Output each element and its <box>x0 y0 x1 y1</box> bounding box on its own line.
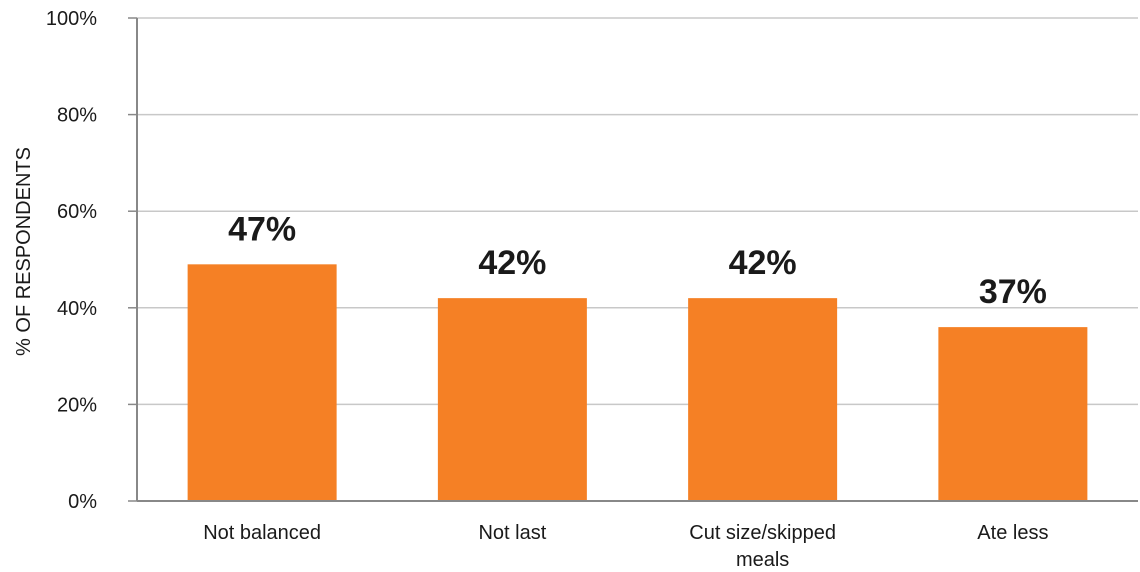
data-label: 47% <box>228 210 296 248</box>
bar <box>938 327 1088 501</box>
data-label: 42% <box>729 244 797 282</box>
bar <box>437 298 587 501</box>
x-tick-label: Not balanced <box>203 522 321 544</box>
x-tick-label: Cut size/skipped meals <box>689 522 836 571</box>
data-label: 37% <box>979 273 1047 311</box>
data-label: 42% <box>478 244 546 282</box>
y-tick-label: 0% <box>68 491 97 513</box>
x-tick-label: Not last <box>478 522 546 544</box>
bars <box>187 264 1088 501</box>
y-tick-label: 80% <box>57 105 97 127</box>
bar <box>187 264 337 501</box>
labels: 0% 20% 40% 60% 80% 100% 47% Not balanced 42% Not … <box>46 8 1049 571</box>
x-tick-label: Ate less <box>977 522 1048 544</box>
y-tick-label: 40% <box>57 298 97 320</box>
bar <box>688 298 838 501</box>
y-tick-label: 20% <box>57 394 97 416</box>
y-tick-label: 60% <box>57 201 97 223</box>
axes <box>128 17 1138 502</box>
y-tick-label: 100% <box>46 8 97 30</box>
y-axis-title: % OF RESPONDENTS <box>13 147 35 356</box>
